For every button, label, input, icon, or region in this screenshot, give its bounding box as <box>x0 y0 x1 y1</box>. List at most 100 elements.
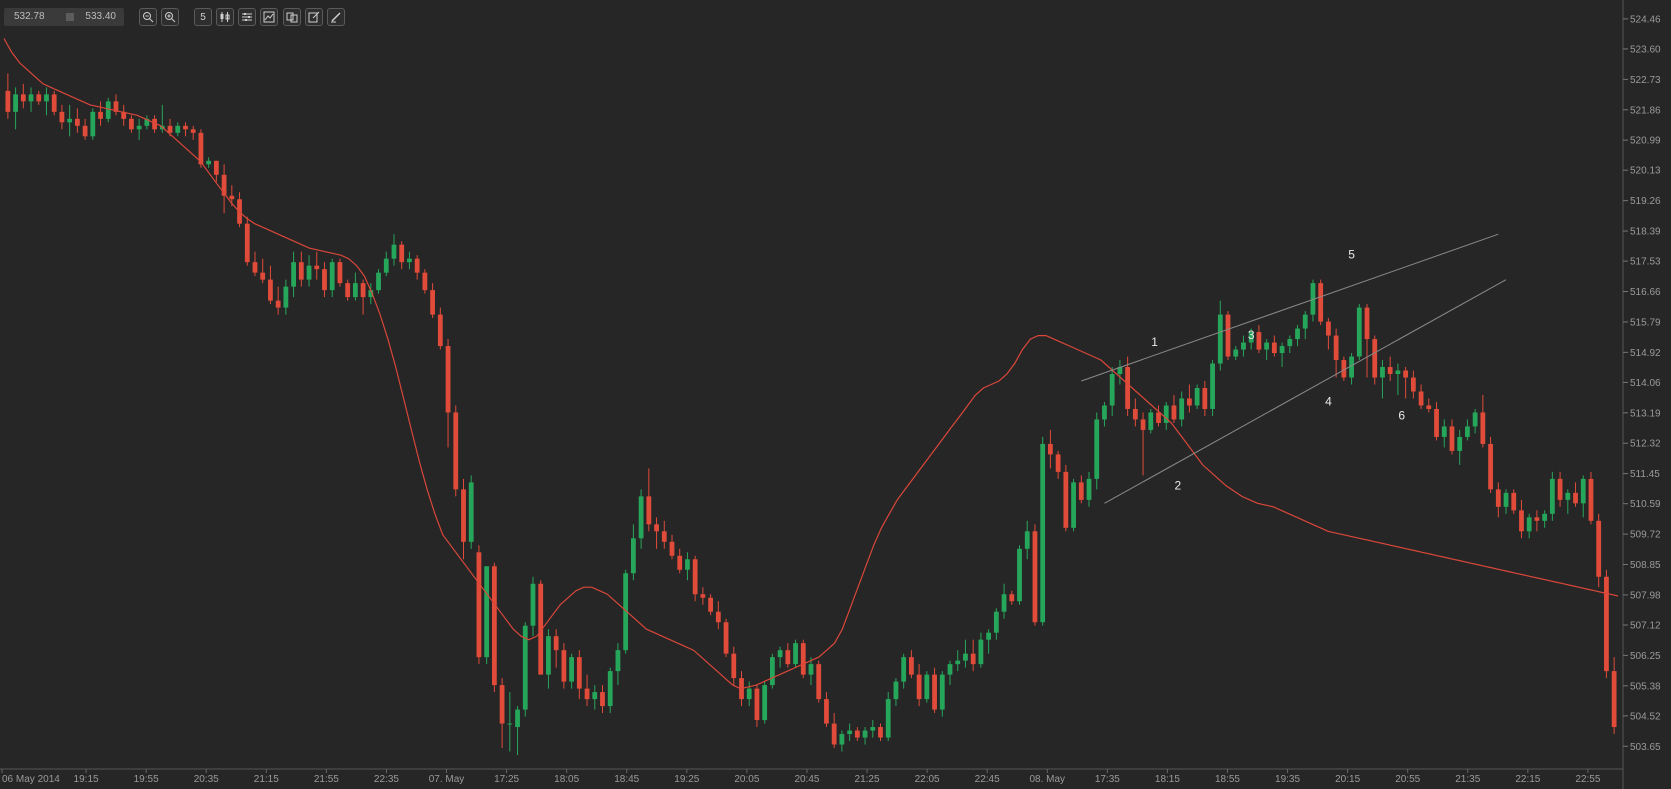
candle <box>1465 419 1470 441</box>
settings-button[interactable] <box>238 8 256 26</box>
candle <box>661 520 667 549</box>
candle <box>1295 325 1300 347</box>
candle-body <box>607 671 613 707</box>
candle <box>499 678 505 749</box>
candle-body <box>530 583 536 626</box>
candle-body <box>847 730 853 735</box>
candle-body <box>1163 405 1169 423</box>
edit-button[interactable] <box>305 8 323 26</box>
candle-body <box>1534 517 1540 521</box>
candle <box>777 646 783 668</box>
candle-body <box>1071 482 1076 528</box>
candle <box>1071 478 1076 532</box>
candle-body <box>955 660 961 665</box>
candle <box>1434 401 1439 441</box>
candle <box>1271 335 1277 357</box>
candle <box>1503 489 1509 514</box>
price-tick-label: 512.32 <box>1630 439 1661 450</box>
candle <box>352 272 358 301</box>
candle <box>1410 370 1416 399</box>
zoom-in-button[interactable] <box>161 8 179 26</box>
candle-body <box>407 258 412 263</box>
candle <box>28 87 34 112</box>
time-tick-label: 19:35 <box>1275 774 1300 785</box>
candle <box>20 83 26 109</box>
candle-body <box>939 674 945 710</box>
draw-button[interactable] <box>327 8 345 26</box>
lower-trendline[interactable] <box>1104 279 1507 504</box>
candle-body <box>1248 332 1254 343</box>
time-tick-label: 17:25 <box>494 774 519 785</box>
candle <box>669 534 675 560</box>
candle-body <box>167 125 173 133</box>
settings-icon <box>242 13 252 21</box>
time-tick-label: 21:55 <box>314 774 339 785</box>
candle <box>1472 408 1478 434</box>
price-tick-label: 517.53 <box>1630 257 1661 268</box>
time-tick-label: 21:15 <box>254 774 279 785</box>
candle-body <box>36 94 42 102</box>
candle <box>13 87 18 130</box>
candle <box>754 685 760 728</box>
candle <box>1588 471 1594 525</box>
candle <box>924 671 930 703</box>
candle <box>1318 279 1324 326</box>
time-tick-label: 18:55 <box>1215 774 1240 785</box>
timeframe-button[interactable]: 5 <box>194 8 212 26</box>
time-tick-label: 22:55 <box>1575 774 1600 785</box>
price-tick-label: 515.79 <box>1630 317 1661 328</box>
candle-body <box>1063 471 1069 528</box>
chart-type-button[interactable] <box>260 8 278 26</box>
candle <box>1109 367 1115 416</box>
candle <box>1573 482 1578 507</box>
candle <box>1024 520 1030 560</box>
candle-body <box>1611 671 1617 728</box>
time-tick-label: 22:15 <box>1515 774 1540 785</box>
candle <box>74 108 80 133</box>
candle-body <box>1264 342 1270 350</box>
wave-label-2: 2 <box>1174 478 1181 492</box>
candle-body <box>1009 594 1015 602</box>
candle-body <box>1001 594 1007 612</box>
candle-body <box>244 223 250 263</box>
candle <box>893 678 899 707</box>
candle <box>746 681 752 707</box>
candle-body <box>74 118 80 126</box>
candle-body <box>1287 339 1293 347</box>
candle-body <box>430 290 435 315</box>
candle-body <box>1225 314 1231 357</box>
candle-body <box>98 111 103 119</box>
candle <box>1248 328 1254 350</box>
candle <box>1009 590 1015 605</box>
candle-body <box>82 125 88 137</box>
candle-body <box>1086 478 1092 500</box>
candle-body <box>306 265 312 280</box>
bid-ask-box[interactable]: 532.78 533.40 <box>4 8 124 26</box>
zoom-out-button[interactable] <box>139 8 157 26</box>
upper-trendline[interactable] <box>1081 233 1499 382</box>
candle <box>1179 391 1185 427</box>
candle-body <box>1380 367 1385 378</box>
candle-body <box>1472 412 1478 427</box>
candle <box>152 115 157 133</box>
candle-body <box>793 643 798 665</box>
candle <box>1055 450 1061 479</box>
candle <box>1449 419 1455 455</box>
candle <box>816 660 822 703</box>
candle <box>445 339 451 448</box>
candle <box>414 255 420 280</box>
candle <box>291 251 296 298</box>
candle-body <box>491 566 497 686</box>
candle <box>1549 471 1555 521</box>
objects-button[interactable] <box>283 8 301 26</box>
time-tick-label: 08. May <box>1029 774 1065 785</box>
candle-body <box>329 262 335 291</box>
candle <box>576 650 582 700</box>
candle-body <box>986 632 992 640</box>
candles-button[interactable] <box>216 8 234 26</box>
candle <box>1387 356 1393 382</box>
candle <box>244 216 250 266</box>
candle-body <box>484 566 490 658</box>
candle-body <box>437 314 443 347</box>
